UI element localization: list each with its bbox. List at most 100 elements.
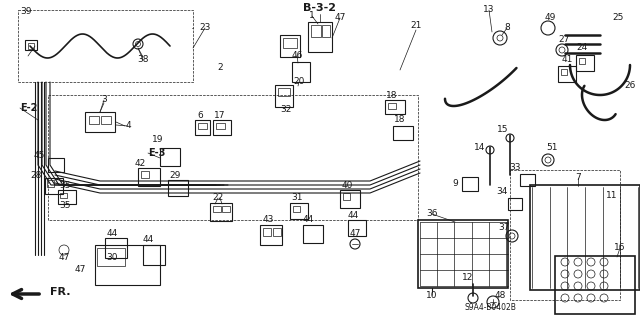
Text: S9A4-B0402B: S9A4-B0402B bbox=[464, 303, 516, 313]
Bar bbox=[138, 168, 160, 186]
Bar bbox=[25, 40, 37, 50]
Text: 35: 35 bbox=[60, 201, 71, 210]
Bar bbox=[283, 38, 297, 48]
Text: 45: 45 bbox=[34, 151, 45, 160]
Bar bbox=[530, 185, 640, 290]
Text: 19: 19 bbox=[152, 136, 164, 145]
Bar bbox=[198, 123, 207, 129]
Bar bbox=[462, 177, 478, 191]
Bar bbox=[97, 248, 125, 266]
Bar bbox=[105, 238, 127, 258]
Text: 37: 37 bbox=[499, 224, 509, 233]
Text: 43: 43 bbox=[262, 216, 274, 225]
Bar bbox=[213, 206, 221, 212]
Text: 4: 4 bbox=[125, 122, 131, 130]
Bar bbox=[510, 170, 620, 300]
Bar bbox=[278, 88, 290, 96]
Text: 20: 20 bbox=[293, 78, 305, 86]
Bar bbox=[322, 25, 330, 37]
Text: 29: 29 bbox=[170, 170, 180, 180]
Bar bbox=[388, 103, 396, 109]
Bar bbox=[143, 245, 165, 265]
Bar bbox=[303, 225, 323, 243]
Bar bbox=[579, 58, 585, 64]
Bar bbox=[85, 112, 115, 132]
Bar bbox=[213, 120, 231, 135]
Bar bbox=[293, 206, 300, 212]
Bar bbox=[308, 22, 332, 52]
Bar bbox=[348, 220, 366, 236]
Text: 46: 46 bbox=[291, 50, 303, 60]
Text: 44: 44 bbox=[302, 216, 314, 225]
Text: 14: 14 bbox=[474, 143, 486, 152]
Text: 49: 49 bbox=[544, 13, 556, 23]
Text: 23: 23 bbox=[199, 24, 211, 33]
Text: 18: 18 bbox=[387, 91, 397, 100]
Bar bbox=[48, 158, 64, 172]
Text: 6: 6 bbox=[197, 110, 203, 120]
Text: 9: 9 bbox=[452, 179, 458, 188]
Bar bbox=[311, 25, 321, 37]
Bar bbox=[48, 95, 418, 220]
Bar bbox=[343, 193, 350, 200]
Bar bbox=[95, 245, 160, 285]
Text: 24: 24 bbox=[577, 43, 588, 53]
Bar bbox=[60, 193, 67, 198]
Text: 31: 31 bbox=[291, 194, 303, 203]
Text: 35: 35 bbox=[60, 181, 71, 189]
Text: 44: 44 bbox=[142, 235, 154, 244]
Text: 17: 17 bbox=[214, 110, 226, 120]
Bar bbox=[18, 10, 193, 82]
Text: 11: 11 bbox=[606, 190, 618, 199]
Text: 44: 44 bbox=[106, 228, 118, 238]
Bar bbox=[418, 220, 508, 288]
Text: B-3-2: B-3-2 bbox=[303, 3, 337, 13]
Text: 27: 27 bbox=[558, 35, 570, 44]
Bar bbox=[576, 55, 594, 71]
Text: 25: 25 bbox=[612, 13, 624, 23]
Text: 32: 32 bbox=[280, 106, 292, 115]
Bar bbox=[520, 174, 535, 186]
Bar bbox=[47, 180, 54, 187]
Text: 2: 2 bbox=[217, 63, 223, 71]
Text: 47: 47 bbox=[349, 228, 361, 238]
Text: E-3: E-3 bbox=[148, 148, 165, 158]
Bar bbox=[263, 228, 271, 236]
Bar bbox=[28, 43, 34, 49]
Bar bbox=[273, 228, 281, 236]
Text: 33: 33 bbox=[509, 164, 521, 173]
Text: 38: 38 bbox=[137, 56, 148, 64]
Bar bbox=[280, 35, 300, 57]
Bar bbox=[195, 120, 210, 135]
Bar bbox=[168, 180, 188, 196]
Text: 18: 18 bbox=[394, 115, 406, 124]
Bar bbox=[561, 69, 567, 75]
Bar bbox=[292, 62, 310, 82]
Text: 34: 34 bbox=[496, 188, 508, 197]
Text: 44: 44 bbox=[348, 211, 358, 219]
Text: 28: 28 bbox=[31, 170, 42, 180]
Bar bbox=[385, 100, 405, 114]
Bar bbox=[58, 190, 76, 204]
Text: 12: 12 bbox=[462, 273, 474, 283]
Bar bbox=[260, 225, 282, 245]
Text: 21: 21 bbox=[410, 20, 422, 29]
Text: 48: 48 bbox=[494, 291, 506, 300]
Text: 15: 15 bbox=[497, 125, 509, 135]
Text: 41: 41 bbox=[561, 56, 573, 64]
Bar bbox=[508, 198, 522, 210]
Text: 26: 26 bbox=[624, 80, 636, 90]
Bar bbox=[555, 256, 635, 314]
Text: 47: 47 bbox=[58, 254, 70, 263]
Bar bbox=[101, 116, 111, 124]
Text: 47: 47 bbox=[334, 13, 346, 23]
Text: 7: 7 bbox=[575, 174, 581, 182]
Bar bbox=[216, 123, 225, 129]
Text: 40: 40 bbox=[341, 181, 353, 189]
Text: 3: 3 bbox=[101, 95, 107, 105]
Bar bbox=[275, 85, 293, 107]
Text: 1: 1 bbox=[309, 11, 315, 20]
Text: 8: 8 bbox=[504, 24, 510, 33]
Text: 30: 30 bbox=[106, 254, 118, 263]
Text: 16: 16 bbox=[614, 243, 626, 253]
